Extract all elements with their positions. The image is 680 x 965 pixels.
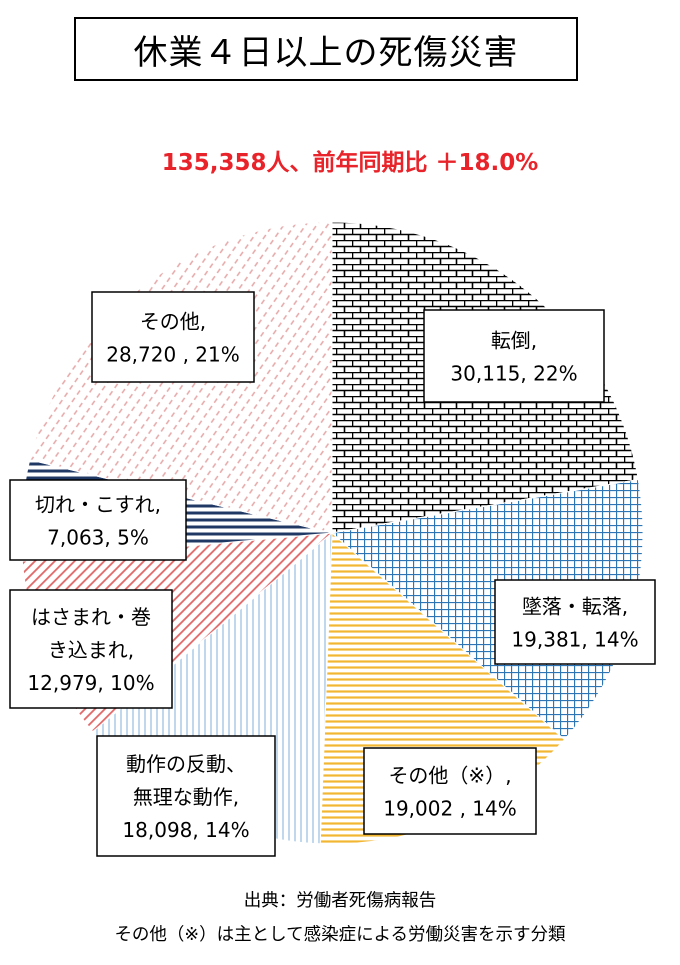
slice-label-text: 18,098, 14% xyxy=(122,818,249,842)
slice-label: その他, 28,720 , 21% xyxy=(91,291,255,383)
slice-label-text: 19,002 , 14% xyxy=(383,797,517,821)
slice-label-text: その他, xyxy=(140,310,206,334)
slice-label-text: 19,381, 14% xyxy=(511,628,638,652)
footnote-note: その他（※）は主として感染症による労働災害を示す分類 xyxy=(114,925,566,945)
slice-label-text: その他（※）, xyxy=(388,764,511,788)
slice-label: 動作の反動、無理な動作, 18,098, 14% xyxy=(96,735,276,857)
slice-label-text: はさまれ・巻 xyxy=(31,605,151,629)
slice-label-text: 30,115, 22% xyxy=(450,362,577,386)
slice-label: 墜落・転落, 19,381, 14% xyxy=(494,579,656,665)
footnote-source: 出典：労働者死傷病報告 xyxy=(243,891,437,911)
slice-label: その他（※）, 19,002 , 14% xyxy=(363,747,537,835)
slice-label-text: 7,063, 5% xyxy=(47,526,149,550)
slice-label-text: 28,720 , 21% xyxy=(106,343,240,367)
slice-label-text: 12,979, 10% xyxy=(27,671,154,695)
slice-label: 転倒, 30,115, 22% xyxy=(423,309,605,403)
slice-label-text: 無理な動作, xyxy=(133,785,239,809)
slice-label-text: 動作の反動、 xyxy=(126,752,246,776)
slice-label-text: き込まれ, xyxy=(48,638,134,662)
headline-total: 135,358人、前年同期比 ＋18.0% xyxy=(161,150,539,176)
chart-title: 休業４日以上の死傷災害 xyxy=(74,17,578,81)
slice-label-text: 墜落・転落, xyxy=(522,595,628,619)
slice-label: 切れ・こすれ, 7,063, 5% xyxy=(9,479,187,561)
slice-label-text: 転倒, xyxy=(491,329,537,353)
slice-label-text: 切れ・こすれ, xyxy=(35,493,161,517)
